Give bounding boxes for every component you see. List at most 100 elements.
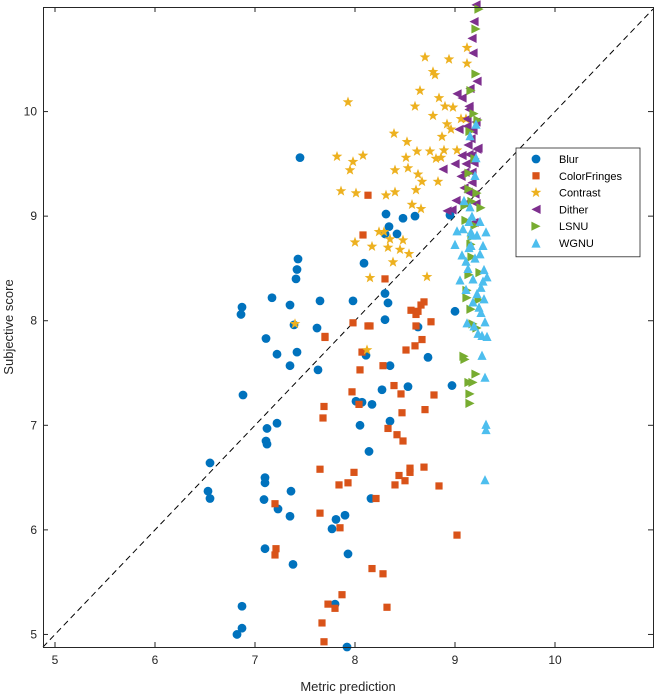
- colorfringes-point: [368, 564, 376, 573]
- dither-point: [469, 17, 479, 27]
- contrast-point: [451, 144, 463, 155]
- lsnu-point: [474, 4, 484, 14]
- blur-point: [288, 559, 298, 569]
- colorfringes-point: [418, 335, 426, 344]
- blur-point: [292, 265, 302, 274]
- lsnu-point: [476, 203, 486, 213]
- colorfringes-point: [316, 465, 324, 473]
- blur-point: [384, 222, 394, 232]
- lsnu-point: [461, 215, 471, 225]
- contrast-point: [406, 199, 418, 210]
- contrast-point: [357, 149, 369, 161]
- colorfringes-point: [366, 322, 374, 330]
- colorfringes-point: [335, 481, 343, 489]
- wgnu-point: [468, 297, 478, 307]
- dither-point: [452, 89, 462, 99]
- dither-point: [473, 143, 483, 153]
- legend-box: [515, 147, 641, 258]
- wgnu-point: [481, 424, 491, 435]
- contrast-point: [427, 66, 439, 77]
- lsnu-point: [470, 220, 480, 231]
- blur-point: [259, 495, 269, 504]
- blur-point: [285, 361, 295, 371]
- blur-point: [260, 478, 270, 488]
- lsnu-point: [471, 369, 481, 379]
- colorfringes-point: [344, 479, 352, 487]
- lsnu-point: [464, 184, 474, 194]
- colorfringes-point: [316, 509, 324, 517]
- wgnu-point: [476, 307, 486, 317]
- y-axis-ticks: 5 6 7 8 9 10: [24, 105, 653, 641]
- colorfringes-point: [393, 431, 401, 439]
- x-tick-label: 7: [252, 653, 259, 667]
- wgnu-point: [469, 321, 479, 331]
- blur-point: [380, 315, 390, 325]
- colorfringes-point: [397, 390, 405, 398]
- colorfringes-point: [372, 494, 380, 503]
- blur-point: [262, 424, 272, 433]
- legend-label-blur: Blur: [559, 154, 579, 166]
- wgnu-point: [475, 216, 485, 226]
- y-tick-label: 5: [30, 627, 37, 641]
- axes-box: [43, 7, 654, 648]
- wgnu-point: [461, 284, 471, 294]
- blur-point: [295, 153, 305, 162]
- contrast-point: [397, 234, 409, 245]
- contrast-point: [461, 57, 473, 68]
- plot-area: [43, 7, 653, 647]
- blur-point: [236, 310, 246, 319]
- blur-point: [364, 447, 374, 456]
- blur-point: [285, 511, 295, 521]
- colorfringes-point: [331, 604, 339, 612]
- lsnu-point: [475, 268, 485, 278]
- wgnu-point: [470, 170, 480, 180]
- contrast-point: [388, 127, 400, 139]
- colorfringes-point: [319, 414, 327, 422]
- blur-point: [237, 302, 247, 312]
- dither-point: [472, 76, 482, 86]
- colorfringes-point: [356, 366, 364, 374]
- blur-point: [286, 486, 296, 496]
- y-tick-label: 6: [30, 523, 37, 537]
- contrast-point: [414, 85, 426, 96]
- y-tick-label: 9: [30, 209, 37, 223]
- contrast-point: [421, 271, 433, 282]
- contrast-point: [342, 96, 354, 107]
- lsnu-point: [465, 398, 475, 408]
- colorfringes-point: [324, 600, 332, 608]
- wgnu-point: [466, 240, 476, 251]
- blur-point: [403, 382, 413, 392]
- colorfringes-point: [379, 362, 387, 370]
- dither-point: [457, 93, 467, 103]
- lsnu-point: [462, 293, 472, 303]
- wgnu-point: [482, 272, 492, 282]
- wgnu-point: [464, 216, 474, 226]
- contrast-point: [389, 186, 401, 197]
- colorfringes-point: [401, 477, 409, 485]
- series-contrast: [289, 42, 473, 355]
- blur-point: [267, 293, 277, 303]
- blur-point: [385, 416, 395, 426]
- contrast-point: [373, 226, 385, 237]
- colorfringes-point: [384, 424, 392, 433]
- dither-point: [463, 140, 473, 150]
- dither-point: [462, 114, 472, 124]
- contrast-point: [429, 69, 441, 80]
- blur-point: [292, 347, 302, 357]
- wgnu-point: [472, 230, 482, 240]
- blur-point: [205, 458, 215, 468]
- colorfringes-point: [453, 531, 461, 539]
- x-tick-label: 8: [352, 653, 359, 667]
- blur-point: [262, 439, 272, 449]
- blur-point: [237, 623, 247, 633]
- contrast-point: [389, 164, 401, 175]
- blur-point: [272, 349, 282, 359]
- dither-point: [462, 121, 472, 131]
- contrast-point: [430, 153, 442, 164]
- lsnu-point: [465, 389, 475, 399]
- contrast-point: [419, 51, 431, 62]
- legend-marker-contrast: [530, 187, 542, 198]
- x-tick-label: 6: [152, 653, 159, 667]
- blur-point: [380, 289, 390, 298]
